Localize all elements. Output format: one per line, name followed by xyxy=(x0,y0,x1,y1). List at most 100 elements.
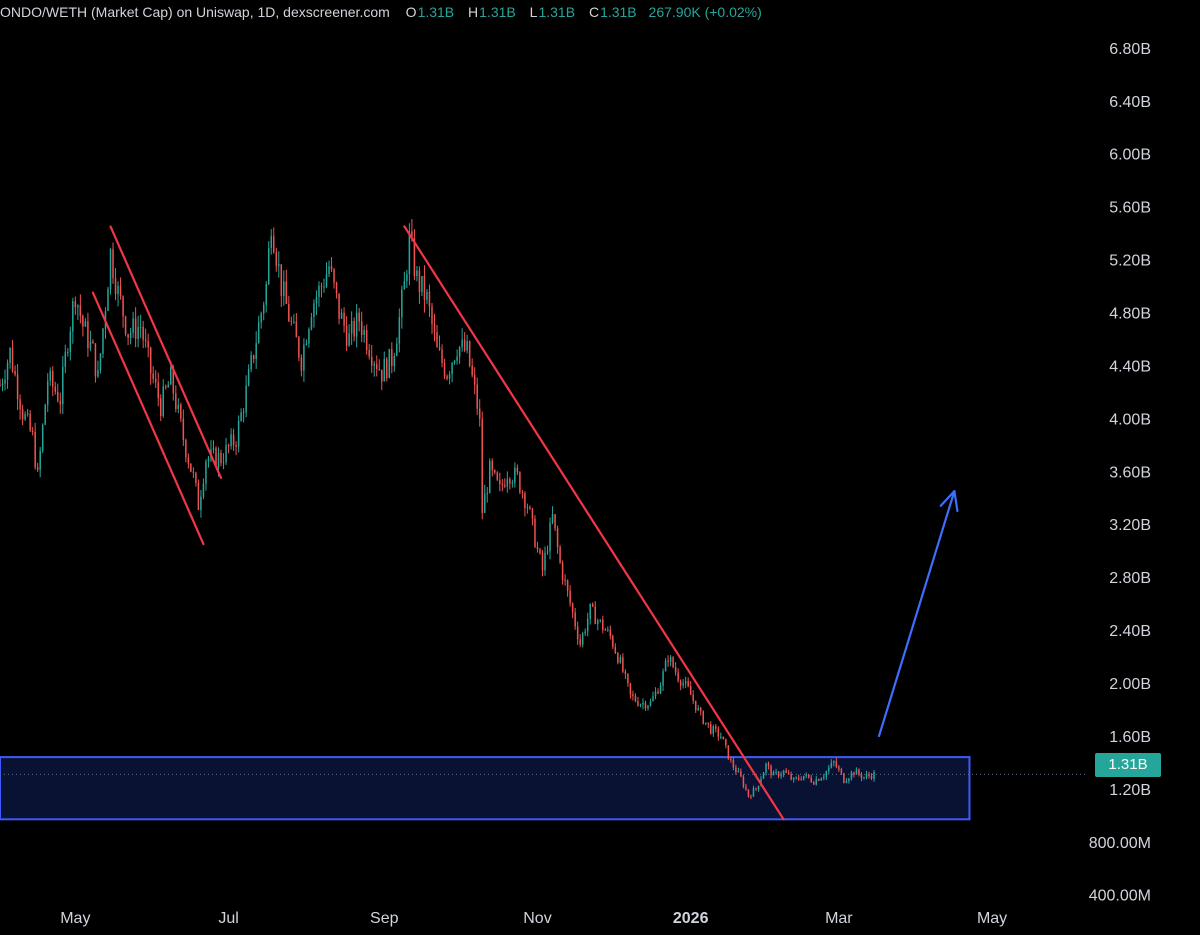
candle-body xyxy=(506,479,509,487)
candle-body xyxy=(24,414,26,420)
y-tick-label: 800.00M xyxy=(1089,835,1151,852)
candle-body xyxy=(581,633,584,645)
candle xyxy=(725,738,727,749)
candle xyxy=(72,297,74,344)
candle xyxy=(109,247,112,295)
time-axis[interactable]: May Jul Sep Nov 2026 Mar May xyxy=(60,910,1007,927)
candle xyxy=(664,658,667,672)
candle xyxy=(167,381,170,388)
candle-body xyxy=(838,766,840,770)
candle-body xyxy=(835,761,838,767)
candle xyxy=(556,525,559,554)
candle-body xyxy=(175,393,177,410)
projection-arrow[interactable] xyxy=(877,490,956,738)
candle xyxy=(451,361,453,383)
candle-body xyxy=(262,304,265,314)
candle xyxy=(757,785,760,792)
candle xyxy=(815,775,818,786)
candle-body xyxy=(689,686,692,695)
candle-body xyxy=(792,777,795,780)
candle-body xyxy=(119,285,122,297)
candle-body xyxy=(850,772,853,779)
candle xyxy=(14,365,16,377)
candle-body xyxy=(270,236,273,248)
candle xyxy=(812,780,815,786)
candle xyxy=(807,774,810,779)
candle-body xyxy=(823,776,825,779)
candle-body xyxy=(657,691,659,694)
candle-body xyxy=(473,375,476,385)
candle xyxy=(325,262,328,289)
candle xyxy=(564,574,566,586)
candle xyxy=(421,275,423,296)
candle xyxy=(26,408,29,417)
candle xyxy=(762,771,765,779)
candle-body xyxy=(674,666,677,673)
candle-body xyxy=(541,553,544,571)
candle-body xyxy=(865,774,868,778)
candle-body xyxy=(629,683,632,695)
candle-body xyxy=(283,281,285,296)
candle xyxy=(551,506,554,525)
candle-body xyxy=(727,745,730,760)
candle xyxy=(614,643,617,655)
candle xyxy=(594,601,596,625)
candle xyxy=(41,423,44,454)
candle xyxy=(383,351,386,382)
candle-body xyxy=(805,774,807,776)
trendline[interactable] xyxy=(109,225,223,479)
candle-body xyxy=(69,331,72,352)
candle-body xyxy=(378,368,381,370)
candle xyxy=(473,367,476,395)
candle xyxy=(549,517,551,560)
candle-body xyxy=(370,356,373,366)
candle xyxy=(205,459,207,491)
candle xyxy=(780,771,782,779)
candle xyxy=(466,334,468,354)
candle xyxy=(843,772,845,784)
candle xyxy=(687,677,689,688)
candle-body xyxy=(586,618,589,632)
candle xyxy=(267,241,270,286)
candle-body xyxy=(843,773,845,783)
candle-body xyxy=(571,603,574,613)
price-axis[interactable]: 6.80B 6.40B 6.00B 5.60B 5.20B 4.80B 4.40B 4.00B… xyxy=(1089,41,1151,905)
candle-body xyxy=(597,620,599,625)
candle-body xyxy=(159,398,162,417)
candle xyxy=(521,489,524,499)
candle-body xyxy=(426,291,428,300)
candle xyxy=(365,324,368,355)
candle xyxy=(114,268,117,301)
candle xyxy=(79,294,82,324)
candle-body xyxy=(44,404,46,425)
candle-body xyxy=(604,629,607,631)
candle xyxy=(137,315,139,348)
candle xyxy=(704,722,707,726)
candle-body xyxy=(752,788,755,797)
candle-body xyxy=(403,281,406,290)
candle xyxy=(554,513,556,532)
candle-body xyxy=(107,289,109,312)
candle xyxy=(810,774,812,783)
candle-body xyxy=(659,685,662,694)
candle-body xyxy=(335,282,338,294)
trendline[interactable] xyxy=(91,291,205,546)
candle-body xyxy=(453,360,456,364)
candle-body xyxy=(142,326,144,340)
candle xyxy=(830,759,833,769)
candle xyxy=(674,662,677,676)
trendline[interactable] xyxy=(403,225,785,821)
candle xyxy=(197,479,200,511)
candle-body xyxy=(556,528,559,548)
candle-body xyxy=(313,303,315,318)
candle xyxy=(255,331,257,369)
candle-body xyxy=(612,636,614,647)
candle-body xyxy=(830,762,833,768)
candle xyxy=(707,722,710,728)
support-zone-rectangle[interactable] xyxy=(0,756,971,821)
candle xyxy=(149,346,152,385)
candle-body xyxy=(584,631,586,634)
candle xyxy=(491,458,494,477)
candle xyxy=(501,479,504,492)
